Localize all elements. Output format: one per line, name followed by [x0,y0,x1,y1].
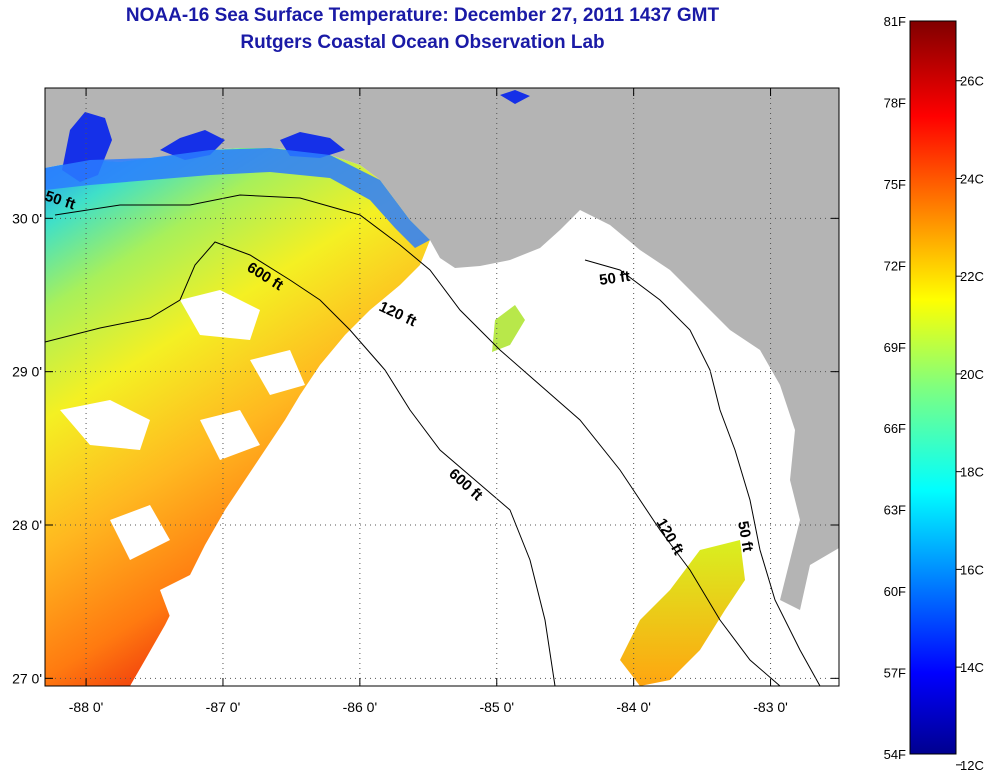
colorbar-label-c: 16C [960,562,984,577]
colorbar-label-c: 14C [960,660,984,675]
lat-tick-label: 28 0' [12,517,42,533]
lat-tick-label: 30 0' [12,210,42,226]
sst-field-patch [492,305,525,352]
map-title: NOAA-16 Sea Surface Temperature: Decembe… [125,5,720,26]
colorbar-label-f: 66F [884,421,906,436]
colorbar-label-c: 20C [960,367,984,382]
lon-tick-label: -86 0' [343,699,378,715]
colorbar-label-c: 26C [960,74,984,89]
colorbar-label-c: 18C [960,465,984,480]
colorbar-label-f: 75F [884,177,906,192]
map-subtitle: Rutgers Coastal Ocean Observation Lab [240,32,605,53]
colorbar-label-f: 69F [884,340,906,355]
contour-label-50ft-big-bend: 50 ft [598,268,631,289]
plot-frame [44,87,840,687]
lon-tick-label: -85 0' [479,699,514,715]
colorbar-label-f: 72F [884,258,906,273]
coastal-bays [62,90,530,182]
colorbar-label-f: 60F [884,584,906,599]
colorbar-label-f: 63F [884,503,906,518]
isobath-contours [44,194,821,687]
lon-tick-label: -83 0' [753,699,788,715]
colorbar-label-f: 81F [884,14,906,29]
lon-tick-label: -88 0' [69,699,104,715]
lat-tick-label: 29 0' [12,364,42,380]
colorbar-label-f: 78F [884,95,906,110]
colorbar-label-c: 22C [960,269,984,284]
colorbar-label-f: 57F [884,666,906,681]
graticule: -88 0' -87 0' -86 0' -85 0' -84 0' -83 0' 30 0… [12,88,839,715]
colorbar-ticks: 81F 78F 75F 72F 69F 66F 63F 60F 57F 54F 26C 24C 22C 2… [884,14,984,770]
colorbar-label-c: 12C [960,758,984,770]
sst-field-east [620,540,745,686]
colorbar [909,20,957,755]
colorbar-label-c: 24C [960,171,984,186]
nearshore-cool-band [45,148,430,248]
lat-tick-label: 27 0' [12,670,42,686]
lon-tick-label: -87 0' [206,699,241,715]
colorbar-label-f: 54F [884,747,906,762]
contour-label-50ft-south: 50 ft [734,520,756,553]
lon-tick-label: -84 0' [616,699,651,715]
